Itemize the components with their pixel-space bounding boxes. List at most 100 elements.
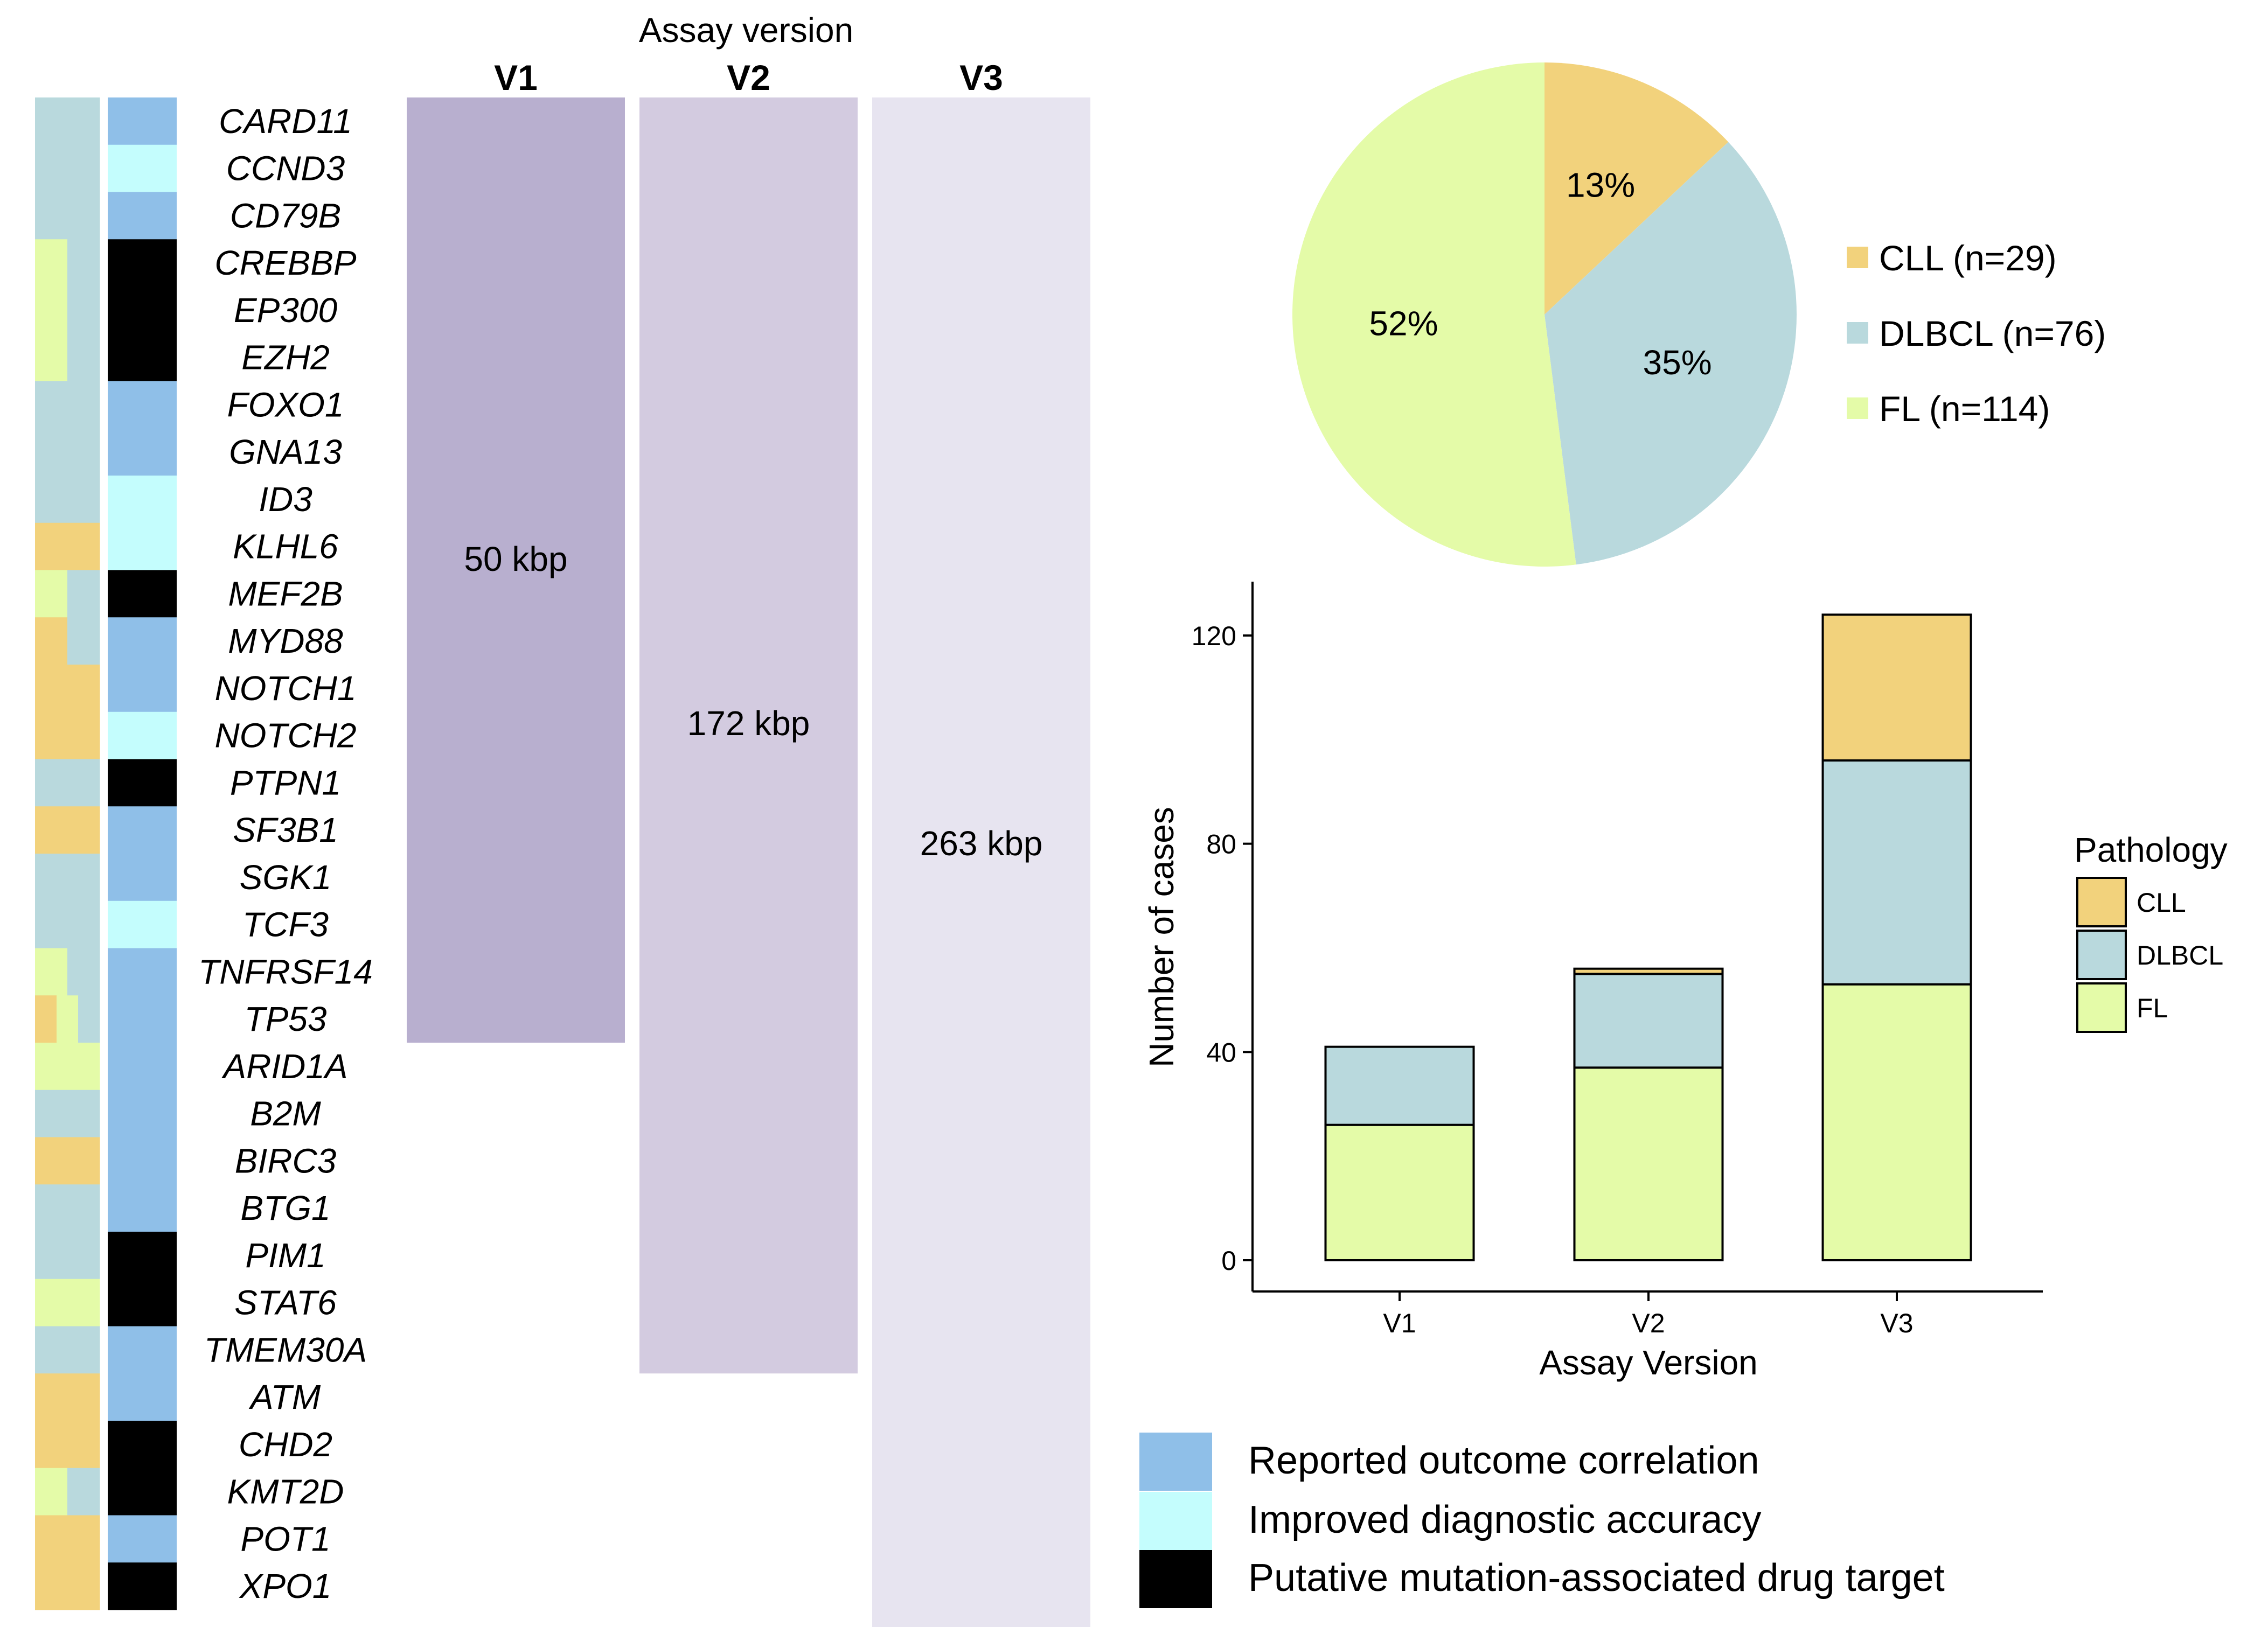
bar-legend-swatch-fl xyxy=(2076,982,2127,1033)
pathology-cell-tp53-cll xyxy=(35,995,57,1043)
category-cell-notch2 xyxy=(108,711,177,760)
pathology-cell-crebbp-fl xyxy=(35,239,68,287)
pie-label-fl: 52% xyxy=(1369,304,1438,343)
pathology-cell-chd2-cll xyxy=(35,1421,100,1469)
category-cell-ccnd3 xyxy=(108,144,177,193)
pathology-cell-notch1-cll xyxy=(35,665,100,713)
category-cell-pim1 xyxy=(108,1232,177,1280)
y-tick-label-0: 0 xyxy=(1221,1246,1236,1276)
category-cell-gna13 xyxy=(108,428,177,476)
bar-legend-swatch-dlbcl xyxy=(2076,930,2127,980)
pathology-cell-xpo1-cll xyxy=(35,1562,100,1610)
panel-size-v3: 263 kbp xyxy=(920,824,1043,863)
gene-label-ccnd3: CCND3 xyxy=(226,149,345,188)
category-cell-ezh2 xyxy=(108,333,177,382)
panel-size-v2: 172 kbp xyxy=(687,704,810,743)
y-tick-label-120: 120 xyxy=(1192,621,1236,651)
gene-label-gna13: GNA13 xyxy=(229,432,342,471)
pathology-cell-kmt2d-dlbcl xyxy=(67,1468,100,1516)
category-cell-kmt2d xyxy=(108,1468,177,1516)
pathology-cell-tp53-dlbcl xyxy=(78,995,100,1043)
legend-label-drug: Putative mutation-associated drug target xyxy=(1248,1556,1945,1600)
pathology-cell-ptpn1-dlbcl xyxy=(35,759,100,807)
pathology-cell-sf3b1-cll xyxy=(35,806,100,854)
bar-segment-v3-fl xyxy=(1821,983,1972,1261)
pie-legend-swatch-cll xyxy=(1847,247,1868,268)
gene-label-birc3: BIRC3 xyxy=(235,1141,337,1180)
pathology-cell-ezh2-dlbcl xyxy=(67,333,100,382)
category-cell-klhl6 xyxy=(108,522,177,571)
category-cell-ptpn1 xyxy=(108,759,177,807)
legend-swatch-outcome xyxy=(1139,1433,1212,1491)
category-cell-stat6 xyxy=(108,1279,177,1327)
gene-label-sf3b1: SF3B1 xyxy=(233,811,338,849)
gene-label-ezh2: EZH2 xyxy=(241,338,330,377)
gene-label-stat6: STAT6 xyxy=(234,1283,337,1322)
gene-label-pot1: POT1 xyxy=(240,1519,330,1558)
gene-label-notch2: NOTCH2 xyxy=(214,716,356,755)
x-tick-label-v3: V3 xyxy=(1880,1308,1913,1338)
pathology-cell-b2m-dlbcl xyxy=(35,1090,100,1138)
pathology-cell-tp53-fl xyxy=(57,995,79,1043)
category-cell-notch1 xyxy=(108,665,177,713)
pie-slice-dlbcl xyxy=(1545,142,1797,565)
pathology-cell-mef2b-fl xyxy=(35,570,68,618)
gene-label-mef2b: MEF2B xyxy=(228,574,343,613)
pathology-cell-ep300-fl xyxy=(35,287,68,334)
category-cell-tmem30a xyxy=(108,1326,177,1374)
pathology-cell-pot1-cll xyxy=(35,1515,100,1563)
gene-label-klhl6: KLHL6 xyxy=(233,527,338,566)
pathology-cell-gna13-dlbcl xyxy=(35,428,100,476)
legend-label-diagnostic: Improved diagnostic accuracy xyxy=(1248,1498,1761,1541)
gene-label-pim1: PIM1 xyxy=(245,1236,325,1275)
gene-label-notch1: NOTCH1 xyxy=(214,669,356,708)
pie-legend-swatch-fl xyxy=(1847,397,1868,419)
gene-label-xpo1: XPO1 xyxy=(239,1567,332,1605)
x-axis-title: Assay Version xyxy=(1539,1343,1758,1382)
category-cell-arid1a xyxy=(108,1043,177,1091)
pathology-cell-arid1a-fl xyxy=(35,1043,100,1091)
pie-label-dlbcl: 35% xyxy=(1643,343,1712,382)
legend-swatch-diagnostic xyxy=(1139,1492,1212,1550)
gene-label-sgk1: SGK1 xyxy=(240,858,332,897)
pathology-cell-sgk1-dlbcl xyxy=(35,854,100,902)
gene-label-arid1a: ARID1A xyxy=(221,1047,347,1086)
pie-slice-cll xyxy=(1545,62,1729,315)
category-cell-chd2 xyxy=(108,1421,177,1469)
legend-label-outcome: Reported outcome correlation xyxy=(1248,1439,1759,1482)
pathology-cell-ccnd3-dlbcl xyxy=(35,144,100,193)
category-cell-tcf3 xyxy=(108,900,177,949)
assay-panel-v1 xyxy=(407,97,625,1043)
category-cell-cd79b xyxy=(108,192,177,240)
category-cell-myd88 xyxy=(108,617,177,665)
category-cell-id3 xyxy=(108,476,177,523)
gene-label-tnfrsf14: TNFRSF14 xyxy=(198,952,373,991)
bar-segment-v1-dlbcl xyxy=(1324,1045,1475,1126)
gene-label-b2m: B2M xyxy=(250,1094,321,1133)
bar-segment-v2-dlbcl xyxy=(1573,973,1724,1069)
panel-size-v1: 50 kbp xyxy=(464,540,567,578)
pathology-cell-notch2-cll xyxy=(35,711,100,760)
pie-label-cll: 13% xyxy=(1566,165,1635,204)
pathology-cell-tnfrsf14-dlbcl xyxy=(67,948,100,996)
gene-label-id3: ID3 xyxy=(259,480,312,519)
category-cell-tnfrsf14 xyxy=(108,948,177,996)
bar-segment-v3-cll xyxy=(1821,613,1972,762)
gene-label-crebbp: CREBBP xyxy=(214,243,357,282)
category-cell-ep300 xyxy=(108,287,177,334)
gene-label-tp53: TP53 xyxy=(245,1000,327,1038)
assay-version-title: Assay version xyxy=(639,11,853,50)
gene-label-myd88: MYD88 xyxy=(228,622,343,660)
gene-label-atm: ATM xyxy=(248,1378,321,1416)
category-cell-atm xyxy=(108,1373,177,1421)
pathology-cell-ezh2-fl xyxy=(35,333,68,382)
bar-legend-label-cll: CLL xyxy=(2137,888,2186,918)
bar-segment-v3-dlbcl xyxy=(1821,759,1972,986)
y-tick-label-80: 80 xyxy=(1206,829,1236,860)
pie-legend-swatch-dlbcl xyxy=(1847,322,1868,344)
bar-legend-label-dlbcl: DLBCL xyxy=(2137,940,2223,970)
x-tick-label-v1: V1 xyxy=(1383,1308,1416,1338)
bar-legend-label-fl: FL xyxy=(2137,993,2168,1023)
